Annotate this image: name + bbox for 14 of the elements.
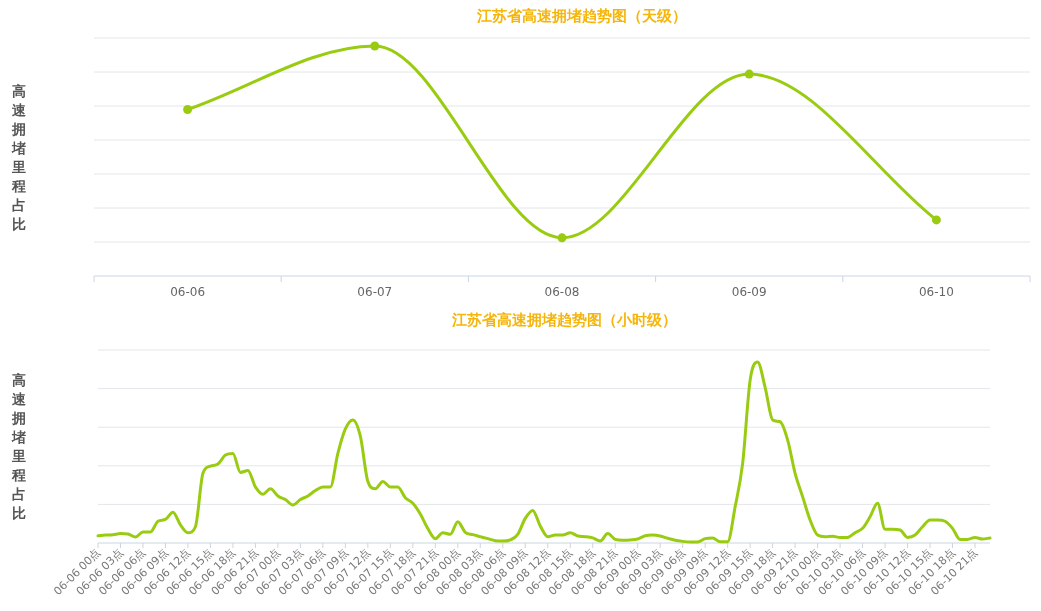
x-tick-label: 06-06 [170, 285, 206, 299]
point [557, 233, 567, 243]
point [744, 69, 754, 79]
chart-title: 江苏省高速拥堵趋势图（天级） [476, 7, 687, 25]
y-axis-title: 高速拥堵里程占比 [11, 82, 27, 232]
y-axis-title: 高速拥堵里程占比 [11, 372, 27, 521]
x-tick-label: 06-09 [731, 285, 767, 299]
point [370, 41, 380, 51]
chart-title: 江苏省高速拥堵趋势图（小时级） [450, 311, 677, 329]
point [931, 215, 941, 225]
x-tick-label: 06-07 [357, 285, 393, 299]
x-tick-label: 06-10 [918, 285, 954, 299]
point [183, 104, 193, 114]
x-tick-label: 06-08 [544, 285, 580, 299]
